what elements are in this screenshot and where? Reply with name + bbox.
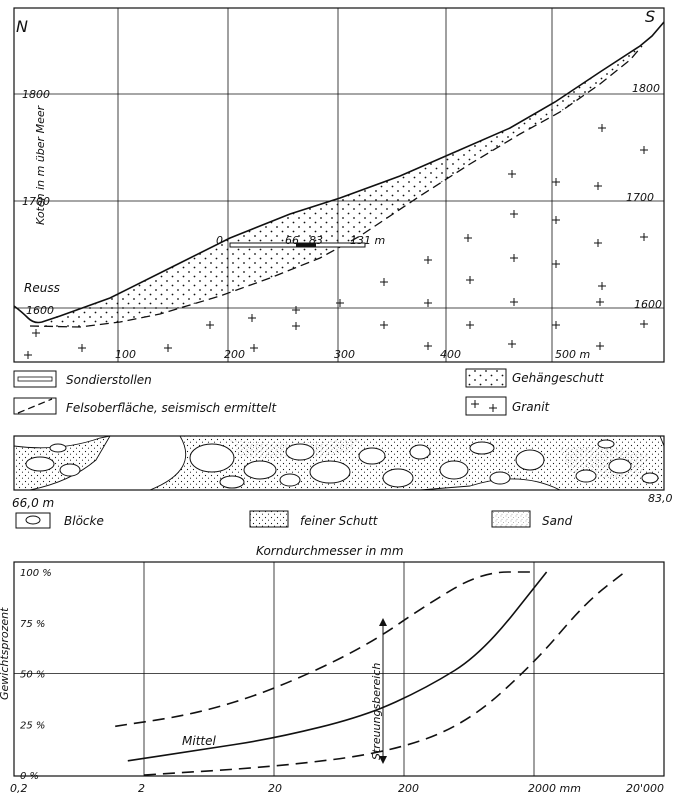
south-label: S xyxy=(645,7,655,26)
upper-bound-curve xyxy=(115,571,534,728)
chart-x-tick: 2000 mm xyxy=(528,782,581,795)
chart-frame xyxy=(13,561,665,777)
chart-x-tick: 2 xyxy=(138,782,145,795)
section-end-label: 83,0 xyxy=(648,492,673,505)
profile-frame xyxy=(13,7,665,363)
x-tick: 400 xyxy=(440,348,461,361)
y-tick-left: 1600 xyxy=(26,304,54,317)
mittel-label: Mittel xyxy=(182,734,216,748)
chart-y-tick: 25 % xyxy=(20,720,45,731)
lower-bound-curve xyxy=(143,571,626,776)
chart-y-tick: 100 % xyxy=(20,568,52,579)
chart-x-tick: 20 xyxy=(268,782,282,795)
tunnel-section-marker xyxy=(296,243,316,247)
chart-title: Korndurchmesser in mm xyxy=(256,544,404,558)
y-tick-right: 1700 xyxy=(626,191,654,204)
legend-sand-swatch xyxy=(491,510,531,528)
legend-blocks-swatch xyxy=(15,512,51,529)
north-label: N xyxy=(16,17,28,36)
block-symbol xyxy=(25,515,41,525)
legend-scree-label: Gehängeschutt xyxy=(512,371,605,385)
dashed-line-symbol xyxy=(17,398,53,414)
block-shapes xyxy=(25,439,659,489)
legend-rock-swatch xyxy=(13,397,57,415)
granite-crosses xyxy=(24,124,648,359)
y-tick-right: 1600 xyxy=(634,298,662,311)
mittel-curve xyxy=(127,571,548,762)
y-tick-left: 1700 xyxy=(22,195,50,208)
scree-area xyxy=(45,46,640,327)
reuss-label: Reuss xyxy=(24,281,60,295)
profile-diagram: N S Koten in m über Meer 1800 1700 1600 … xyxy=(13,7,665,363)
grain-size-chart: Korndurchmesser in mm 100 % 75 % 50 % 25 % 0… xyxy=(0,544,665,795)
x-tick: 300 xyxy=(334,348,355,361)
profile-legend: Sondierstollen Felsoberfläche, seismisch… xyxy=(13,368,605,416)
cross-symbol xyxy=(471,400,497,412)
section-legend: Blöcke feiner Schutt Sand xyxy=(15,510,573,529)
chart-y-tick: 75 % xyxy=(20,619,45,630)
scatter-range-label: Streuungsbereich xyxy=(370,663,383,760)
terrain-surface xyxy=(13,21,665,324)
section-start-label: 66,0 m xyxy=(12,496,54,510)
legend-rock-label: Felsoberfläche, seismisch ermittelt xyxy=(66,401,277,415)
tunnel-wall-section: 66,0 m 83,0 xyxy=(12,435,673,510)
scree-band xyxy=(13,435,111,491)
tunnel-label: 83 xyxy=(309,234,323,247)
legend-fine-scree-label: feiner Schutt xyxy=(300,514,379,528)
legend-sand-label: Sand xyxy=(542,514,573,528)
chart-series-group xyxy=(115,571,626,776)
chart-x-tick: 0,2 xyxy=(10,782,28,795)
tunnel-label: 131 m xyxy=(350,234,385,247)
tunnel-symbol xyxy=(17,376,53,382)
chart-ticks: 100 % 75 % 50 % 25 % 0 %0,2 2 20 200 2000 mm 20'0… xyxy=(10,568,664,795)
chart-y-axis-label: Gewichtsprozent xyxy=(0,607,11,700)
rock-surface-line xyxy=(29,45,643,328)
chart-y-tick: 0 % xyxy=(20,771,39,782)
x-tick: 200 xyxy=(224,348,245,361)
legend-granite-swatch xyxy=(465,396,507,416)
legend-tunnel-label: Sondierstollen xyxy=(66,373,152,387)
x-tick: 500 m xyxy=(555,348,590,361)
chart-grid xyxy=(14,562,664,776)
chart-x-tick: 200 xyxy=(398,782,419,795)
legend-tunnel-swatch xyxy=(13,370,57,388)
x-tick: 100 xyxy=(115,348,136,361)
legend-granite-label: Granit xyxy=(512,400,551,414)
tunnel-label: 0 xyxy=(216,234,223,247)
legend-scree-swatch xyxy=(465,368,507,388)
y-tick-right: 1800 xyxy=(632,82,660,95)
profile-y-axis-label: Koten in m über Meer xyxy=(34,104,47,225)
legend-blocks-label: Blöcke xyxy=(64,514,104,528)
legend-fine-scree-swatch xyxy=(249,510,289,528)
chart-x-tick: 20'000 xyxy=(626,782,664,795)
y-tick-left: 1800 xyxy=(22,88,50,101)
chart-y-tick: 50 % xyxy=(20,670,45,681)
tunnel-label: 66 xyxy=(285,234,299,247)
